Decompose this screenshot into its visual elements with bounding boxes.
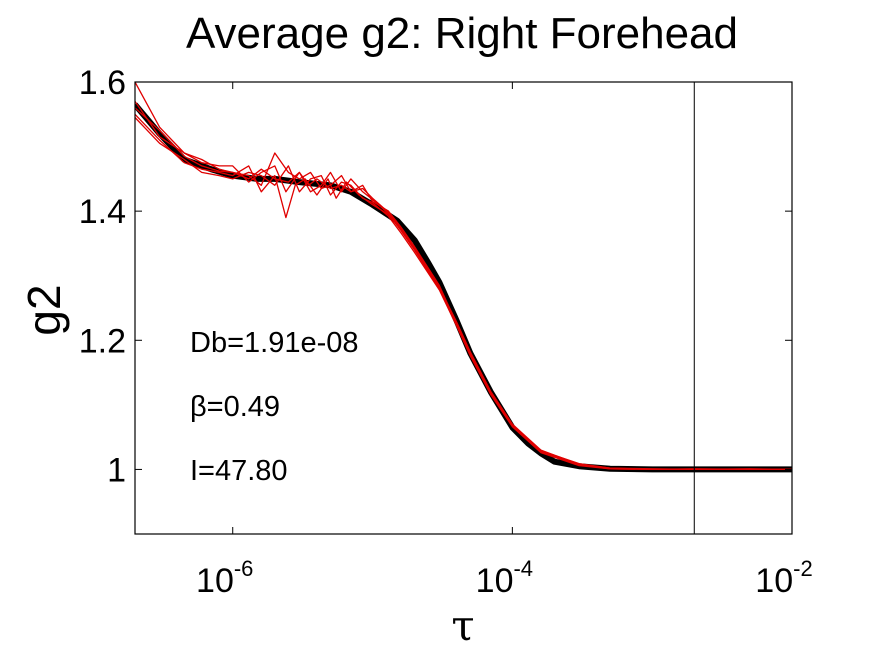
x-axis-label: τ <box>451 601 474 650</box>
series-line-4 <box>135 117 792 471</box>
x-tick-label: 10-4 <box>476 556 533 600</box>
annotation-db: Db=1.91e-08 <box>190 327 359 359</box>
y-tick-label: 1 <box>107 451 126 489</box>
x-tick-label: 10-6 <box>196 556 253 600</box>
x-tick-label: 10-2 <box>755 556 812 600</box>
y-tick-label: 1.6 <box>79 64 126 102</box>
y-tick-label: 1.4 <box>79 193 126 231</box>
y-axis-label: g2 <box>18 284 70 335</box>
y-tick-label: 1.2 <box>79 322 126 360</box>
tick-layer: 10-6 10-4 10-2 1.6 1.4 1.2 1 <box>79 64 813 600</box>
series-layer <box>135 82 792 473</box>
series-line-5 <box>135 101 792 471</box>
annotation-beta: β=0.49 <box>190 391 280 423</box>
chart-title: Average g2: Right Forehead <box>186 9 738 58</box>
axes-box <box>134 81 793 535</box>
annotation-intensity: I=47.80 <box>190 455 288 487</box>
